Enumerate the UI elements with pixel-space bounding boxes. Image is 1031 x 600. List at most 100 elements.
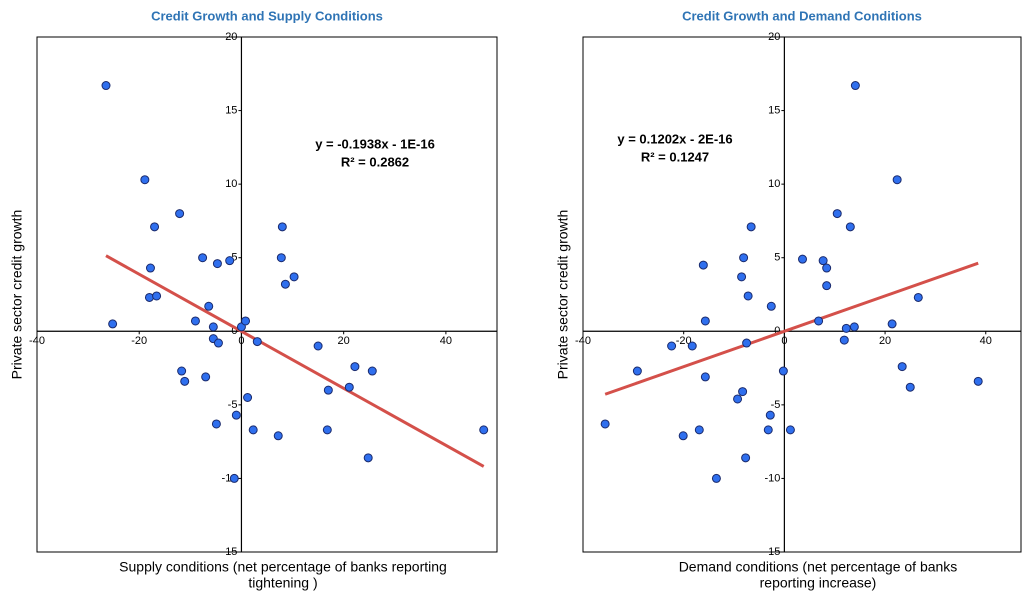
point <box>211 419 221 429</box>
point <box>140 175 150 185</box>
point <box>737 272 747 282</box>
point <box>700 372 710 382</box>
x-tick-label: 40 <box>440 335 452 347</box>
point <box>694 425 704 435</box>
point <box>322 425 332 435</box>
point <box>763 425 773 435</box>
y-tick-label: 20 <box>768 31 780 43</box>
point <box>198 253 208 263</box>
x-tick-label: 20 <box>338 335 350 347</box>
point <box>204 301 214 311</box>
point <box>276 253 286 263</box>
point <box>145 263 155 273</box>
point <box>363 453 373 463</box>
point <box>892 175 902 185</box>
point <box>845 222 855 232</box>
y-tick-label: -10 <box>764 472 780 484</box>
point <box>746 222 756 232</box>
point <box>241 316 251 326</box>
y-tick-label: -5 <box>771 399 781 411</box>
point <box>277 222 287 232</box>
point <box>243 393 253 402</box>
point <box>741 453 751 463</box>
point <box>280 279 290 289</box>
point <box>887 319 897 329</box>
y-tick-label: 10 <box>768 178 780 190</box>
point <box>208 322 218 332</box>
point <box>144 292 154 302</box>
point <box>180 376 190 386</box>
trend-r2: R² = 0.2862 <box>341 154 409 169</box>
y-tick-label: -15 <box>222 546 238 558</box>
point <box>711 473 721 483</box>
point <box>177 366 187 376</box>
y-tick-label: 10 <box>225 178 237 190</box>
y-tick-label: -5 <box>228 399 238 411</box>
point <box>231 410 241 420</box>
trend-equation: y = 0.1202x - 2E-16 <box>617 131 732 146</box>
point <box>201 372 211 382</box>
x-axis-label: tightening ) <box>248 575 317 591</box>
y-tick-label: 0 <box>231 325 237 337</box>
point <box>273 431 283 441</box>
point <box>832 209 842 219</box>
y-tick-label: -15 <box>764 546 780 558</box>
point <box>913 292 923 302</box>
point <box>733 394 743 404</box>
point <box>687 341 697 351</box>
point <box>850 81 860 91</box>
point <box>632 366 642 376</box>
point <box>323 385 333 395</box>
point <box>313 341 323 351</box>
point <box>742 338 752 348</box>
chart-title: Credit Growth and Demand Conditions <box>682 8 922 23</box>
point <box>700 316 710 326</box>
point <box>905 382 915 392</box>
point <box>739 253 749 263</box>
point <box>667 341 677 351</box>
point <box>344 382 354 392</box>
y-tick-label: 5 <box>231 252 237 264</box>
point <box>101 81 111 91</box>
point <box>248 425 258 435</box>
point <box>289 272 299 282</box>
point <box>150 222 160 232</box>
point <box>798 254 808 264</box>
chart-title: Credit Growth and Supply Conditions <box>151 8 383 23</box>
point <box>229 473 239 483</box>
x-tick-label: 20 <box>879 335 891 347</box>
point <box>778 366 788 376</box>
x-tick-label: -20 <box>676 335 692 347</box>
point <box>190 316 200 326</box>
point <box>785 425 795 435</box>
point <box>367 366 377 376</box>
point <box>818 256 828 266</box>
trend-r2: R² = 0.1247 <box>641 149 709 164</box>
point <box>175 209 185 219</box>
y-axis-label: Private sector credit growth <box>9 210 25 380</box>
plot-frame <box>582 36 1022 553</box>
point <box>897 362 907 372</box>
y-tick-label: 15 <box>225 104 237 116</box>
point <box>698 260 708 270</box>
point <box>849 322 859 332</box>
point <box>822 281 832 291</box>
point <box>738 387 748 397</box>
y-axis-label: Private sector credit growth <box>555 210 571 380</box>
point <box>213 338 223 348</box>
point <box>212 259 222 269</box>
y-tick-label: 5 <box>774 252 780 264</box>
x-tick-label: 0 <box>238 335 244 347</box>
point <box>973 376 983 386</box>
point <box>766 301 776 311</box>
point <box>814 316 824 326</box>
x-axis-label: Supply conditions (net percentage of ban… <box>119 559 447 575</box>
x-tick-label: 40 <box>980 335 992 347</box>
point <box>765 410 775 420</box>
point <box>822 263 832 273</box>
point <box>108 319 118 329</box>
plot-frame <box>36 36 498 553</box>
x-axis-label: reporting increase) <box>760 575 877 591</box>
y-tick-label: 20 <box>225 31 237 43</box>
